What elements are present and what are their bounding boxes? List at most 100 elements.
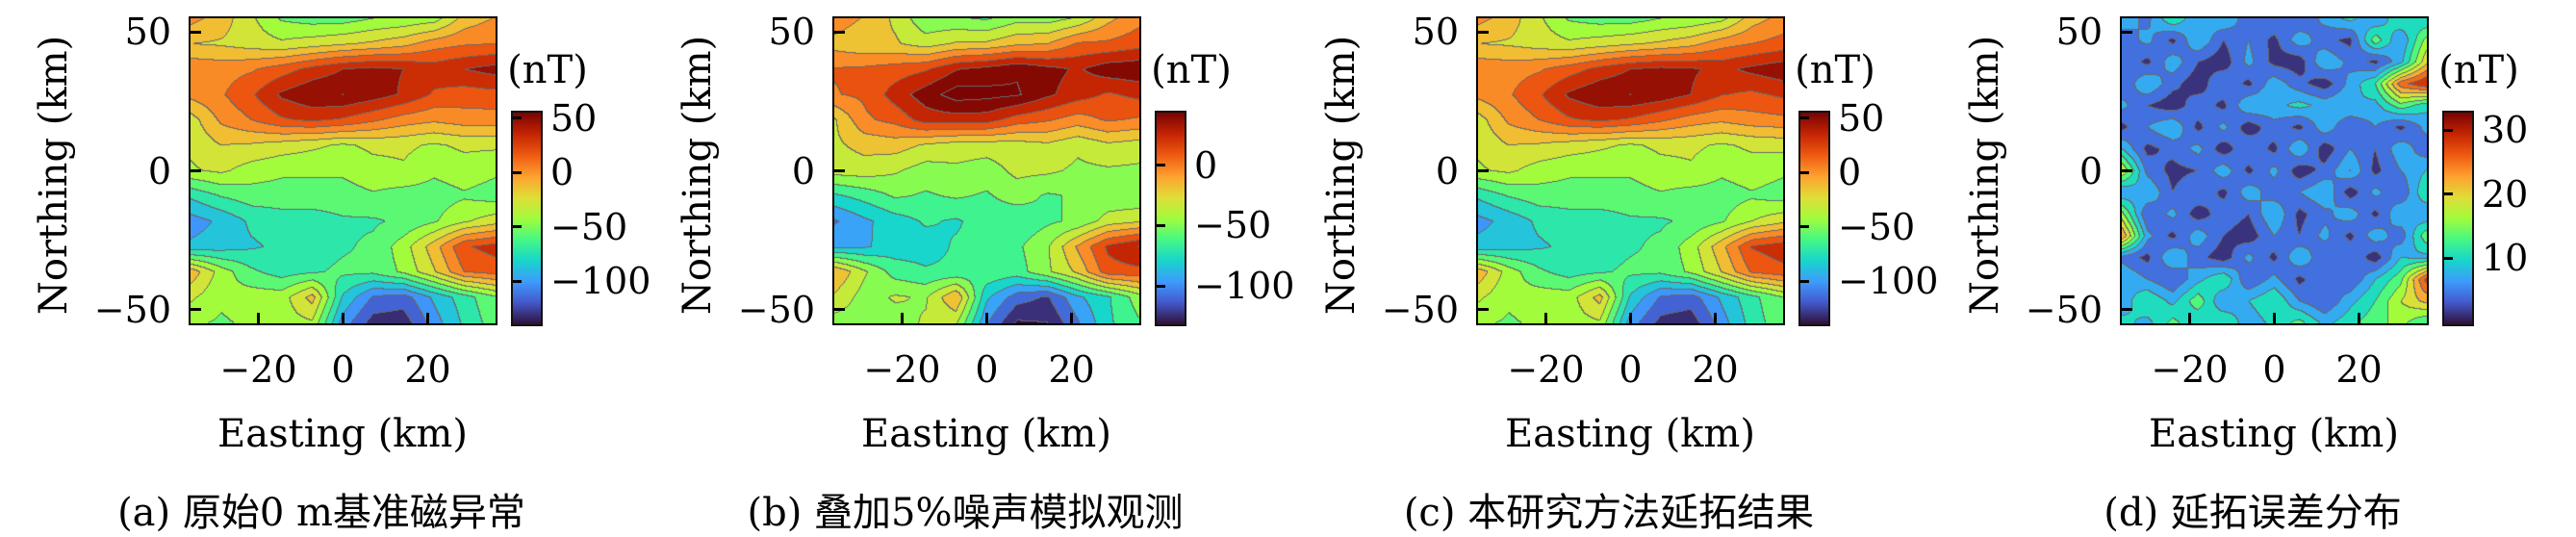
panel-caption-a: (a) 原始0 m基准磁异常 [117, 491, 525, 535]
colorbar-b [1155, 111, 1186, 326]
x-tick-label: 0 [2262, 348, 2286, 391]
panel-caption-b: (b) 叠加5%噪声模拟观测 [747, 491, 1184, 535]
colorbar-tick-label: 0 [1838, 151, 1862, 194]
colorbar-tick [1157, 223, 1165, 227]
x-axis-tick [1070, 313, 1074, 323]
x-axis-tick [2273, 313, 2276, 323]
panel-c: Northing (km) (nT) Easting (km) (c) 本研究方… [1288, 0, 1938, 535]
y-tick-label: −50 [93, 288, 171, 331]
x-tick-label: −20 [863, 348, 941, 391]
x-tick-label: 0 [975, 348, 999, 391]
colorbar-tick [1800, 116, 1809, 120]
x-axis-tick [985, 313, 988, 323]
colorbar-tick-label: 10 [2482, 237, 2529, 280]
colorbar-tick [2444, 192, 2453, 196]
y-axis-tick [834, 169, 845, 172]
colorbar-tick [513, 279, 522, 283]
panel-a: Northing (km) (nT) Easting (km) (a) 原始0 … [0, 0, 650, 535]
x-axis-tick [1543, 313, 1547, 323]
colorbar-tick-label: −100 [1194, 265, 1295, 308]
colorbar-a [511, 111, 543, 326]
colorbar-tick-label: 30 [2482, 109, 2529, 151]
contour-plot-canvas-b [834, 18, 1139, 323]
plot-area-d [2120, 16, 2429, 325]
y-tick-label: 0 [2079, 149, 2103, 192]
y-axis-tick [834, 30, 845, 34]
y-tick-label: −50 [2025, 288, 2103, 331]
panel-caption-c: (c) 本研究方法延拓结果 [1403, 491, 1815, 535]
x-axis-tick [426, 313, 430, 323]
colorbar-tick [2444, 256, 2453, 260]
x-axis-label: Easting (km) [861, 412, 1111, 456]
y-axis-tick [191, 30, 201, 34]
colorbar-tick-label: −100 [550, 260, 651, 303]
colorbar-unit-label: (nT) [507, 48, 588, 92]
colorbar-tick [513, 116, 522, 120]
y-tick-label: −50 [737, 288, 815, 331]
x-axis-tick [1714, 313, 1718, 323]
x-axis-label: Easting (km) [217, 412, 468, 456]
colorbar-tick-label: 0 [550, 151, 574, 194]
y-tick-label: 50 [1412, 11, 1459, 54]
colorbar-unit-label: (nT) [2438, 48, 2519, 92]
y-tick-label: −50 [1381, 288, 1459, 331]
colorbar-tick-label: −100 [1838, 260, 1939, 303]
colorbar-tick [513, 170, 522, 174]
y-axis-tick [1478, 169, 1489, 172]
colorbar-d [2442, 111, 2474, 326]
y-tick-label: 0 [1435, 149, 1459, 192]
contour-plot-canvas-c [1478, 18, 1783, 323]
colorbar-unit-label: (nT) [1151, 48, 1232, 92]
y-tick-label: 50 [124, 11, 171, 54]
colorbar-tick [1157, 284, 1165, 288]
x-tick-label: 20 [2335, 348, 2383, 391]
colorbar-unit-label: (nT) [1795, 48, 1875, 92]
contour-plot-canvas-d [2122, 18, 2427, 323]
colorbar-tick [513, 225, 522, 229]
y-axis-tick [2122, 308, 2132, 312]
colorbar-tick-label: 50 [1838, 96, 1885, 140]
y-tick-label: 50 [768, 11, 815, 54]
y-axis-tick [191, 308, 201, 312]
x-tick-label: 20 [404, 348, 451, 391]
x-tick-label: 20 [1692, 348, 1739, 391]
contour-plot-canvas-a [191, 18, 496, 323]
colorbar-tick [2444, 128, 2453, 132]
x-tick-label: 20 [1048, 348, 1095, 391]
x-axis-label: Easting (km) [2149, 412, 2399, 456]
colorbar-tick-label: 0 [1194, 143, 1218, 187]
colorbar-tick [1157, 164, 1165, 167]
x-axis-tick [342, 313, 344, 323]
y-tick-label: 0 [791, 149, 815, 192]
x-axis-label: Easting (km) [1505, 412, 1755, 456]
plot-area-b [832, 16, 1141, 325]
panel-b: Northing (km) (nT) Easting (km) (b) 叠加5%… [644, 0, 1294, 535]
x-tick-label: 0 [1619, 348, 1643, 391]
y-axis-tick [834, 308, 845, 312]
x-tick-label: −20 [1507, 348, 1585, 391]
x-axis-tick [900, 313, 904, 323]
x-axis-tick [1629, 313, 1632, 323]
colorbar-tick [1800, 225, 1809, 229]
plot-area-a [189, 16, 497, 325]
panel-d: Northing (km) (nT) Easting (km) (d) 延拓误差… [1931, 0, 2575, 535]
y-tick-label: 50 [2055, 11, 2103, 54]
x-tick-label: 0 [331, 348, 355, 391]
colorbar-tick-label: 20 [2482, 172, 2529, 216]
x-axis-tick [2358, 313, 2361, 323]
y-axis-tick [1478, 308, 1489, 312]
plot-area-c [1476, 16, 1785, 325]
x-tick-label: −20 [219, 348, 297, 391]
colorbar-tick-label: −50 [1194, 204, 1272, 247]
x-axis-tick [256, 313, 260, 323]
colorbar-tick-label: −50 [550, 205, 628, 248]
x-axis-tick [2187, 313, 2191, 323]
colorbar-tick [1800, 279, 1809, 283]
y-axis-tick [191, 169, 201, 172]
y-axis-tick [2122, 169, 2132, 172]
y-tick-label: 0 [147, 149, 171, 192]
colorbar-c [1798, 111, 1830, 326]
colorbar-tick-label: 50 [550, 96, 598, 140]
colorbar-tick [1800, 170, 1809, 174]
